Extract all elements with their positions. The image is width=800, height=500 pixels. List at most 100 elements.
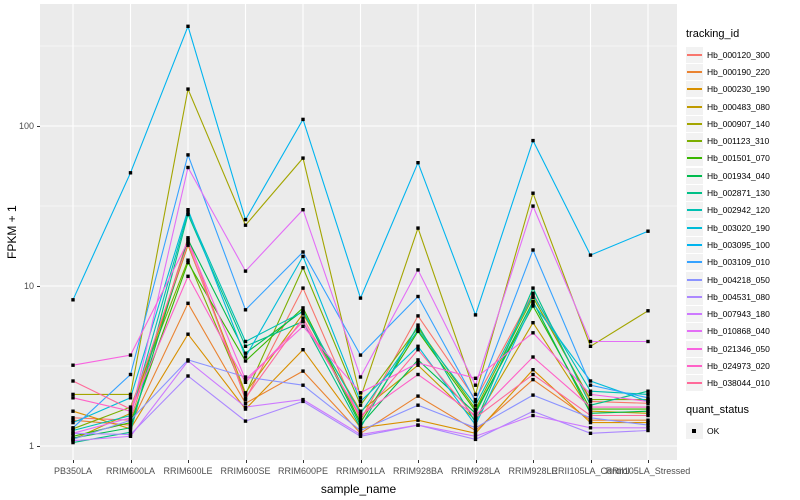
data-point: [646, 413, 650, 418]
data-point: [128, 420, 133, 425]
legend-item-label: Hb_001123_310: [707, 136, 770, 147]
y-tick-mark: [37, 446, 40, 447]
legend-item-Hb_001123_310: Hb_001123_310: [686, 132, 798, 150]
data-point: [588, 413, 593, 418]
data-point: [186, 165, 190, 170]
legend-key-swatch: [686, 63, 703, 80]
data-point: [358, 416, 363, 420]
data-point: [588, 399, 593, 404]
legend-item-Hb_000230_190: Hb_000230_190: [686, 81, 798, 98]
data-point: [71, 439, 75, 443]
data-point: [243, 419, 248, 423]
legend-item-Hb_001501_070: Hb_001501_070: [686, 150, 798, 167]
data-point: [473, 420, 478, 425]
data-point: [646, 392, 650, 397]
data-point: [71, 418, 75, 422]
data-point: [186, 241, 190, 245]
data-point: [186, 212, 190, 217]
data-point: [301, 397, 305, 402]
data-point: [301, 117, 305, 122]
data-point: [473, 409, 478, 413]
data-point: [416, 403, 420, 407]
data-point: [416, 423, 420, 427]
data-point: [186, 24, 190, 28]
data-point: [416, 372, 420, 377]
data-point: [128, 411, 133, 415]
x-tick-mark: [188, 460, 189, 463]
data-point: [301, 286, 305, 290]
data-point: [646, 409, 650, 413]
data-point: [186, 210, 190, 214]
data-point: [358, 409, 363, 413]
x-tick-mark: [360, 460, 362, 463]
data-point: [473, 431, 478, 435]
x-tick-mark: [303, 460, 304, 463]
legend-line-icon: [687, 243, 702, 246]
data-point: [71, 392, 75, 397]
legend-line-icon: [687, 192, 702, 195]
data-point: [473, 437, 478, 442]
data-point: [588, 407, 593, 411]
data-point: [531, 304, 535, 308]
data-point: [531, 368, 535, 372]
data-point: [71, 363, 75, 367]
legend-key-swatch: [686, 306, 703, 323]
x-axis-title: sample_name: [320, 482, 397, 496]
data-point: [473, 392, 478, 397]
data-point: [71, 416, 75, 420]
data-point: [128, 372, 133, 377]
data-point: [301, 348, 305, 352]
data-point: [473, 411, 478, 415]
data-point: [128, 432, 133, 437]
legend-line-icon: [687, 313, 702, 316]
legend-line-icon: [687, 53, 702, 56]
legend-item-label: Hb_001501_070: [707, 153, 770, 164]
data-point: [588, 403, 593, 407]
data-point: [243, 405, 248, 409]
legend-line-icon: [687, 209, 702, 212]
legend-item-Hb_010868_040: Hb_010868_040: [686, 323, 798, 340]
data-point: [531, 321, 535, 325]
legend-key-swatch: [686, 422, 703, 439]
data-point: [186, 301, 190, 305]
data-point: [301, 324, 305, 328]
data-point: [531, 413, 535, 418]
data-point: [358, 420, 363, 425]
data-point: [243, 269, 248, 273]
y-tick-label: 10: [23, 280, 34, 291]
legend-line-icon: [687, 122, 702, 125]
data-point: [588, 416, 593, 420]
legend-item-label: Hb_002942_120: [707, 205, 770, 216]
data-point: [588, 339, 593, 344]
data-point: [243, 344, 248, 348]
legend-item-label: Hb_010868_040: [707, 326, 770, 337]
legend-item-Hb_000483_080: Hb_000483_080: [686, 98, 798, 115]
data-point: [358, 391, 363, 395]
legend-item-label: Hb_024973_020: [707, 360, 770, 371]
legend-key-swatch: [686, 219, 703, 236]
data-point: [186, 237, 190, 242]
data-point: [243, 351, 248, 355]
legend-key-swatch: [686, 375, 703, 392]
data-point: [588, 418, 593, 422]
data-point: [358, 375, 363, 379]
legend-item-quant-OK: OK: [686, 422, 798, 439]
data-point: [358, 428, 363, 433]
data-point: [646, 396, 650, 400]
data-point: [646, 339, 650, 344]
data-point: [243, 380, 248, 384]
legend-key-swatch: [686, 46, 703, 63]
data-point: [128, 405, 133, 409]
y-tick-mark: [37, 126, 40, 127]
data-point: [243, 392, 248, 397]
x-tick-label-RRIM600LA: RRIM600LA: [105, 466, 156, 476]
data-point: [128, 392, 133, 397]
data-point: [531, 138, 535, 143]
legend-line-icon: [687, 88, 702, 91]
legend-item-label: Hb_002871_130: [707, 188, 770, 199]
legend-item-label: Hb_007943_180: [707, 309, 770, 320]
legend-item-Hb_007943_180: Hb_007943_180: [686, 305, 798, 323]
x-tick-label-RRIM600PE: RRIM600PE: [277, 466, 329, 476]
legend-line-icon: [687, 140, 702, 143]
data-point: [473, 423, 478, 427]
